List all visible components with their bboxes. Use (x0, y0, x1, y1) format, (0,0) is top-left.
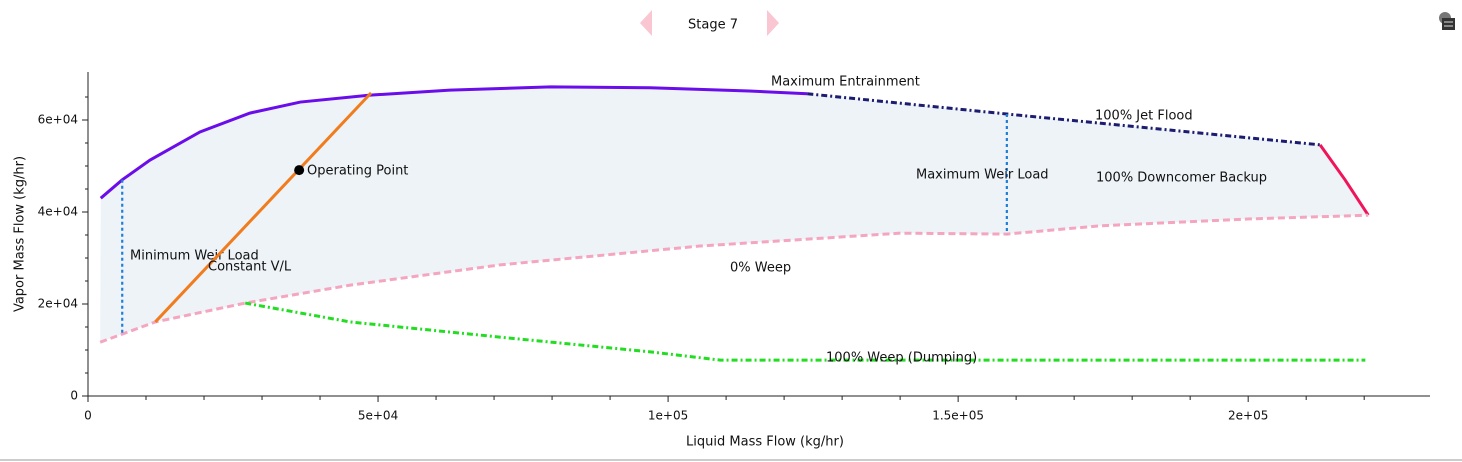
curve (99, 213, 1369, 344)
curve-label: 100% Downcomer Backup (1096, 171, 1267, 186)
y-axis-label: Vapor Mass Flow (kg/hr) (13, 156, 28, 312)
curve-label: Maximum Entrainment (771, 75, 920, 90)
curve-label: Minimum Weir Load (130, 249, 259, 264)
curve-label: 100% Jet Flood (1095, 109, 1193, 124)
y-tick-label: 6e+04 (38, 113, 78, 127)
x-tick-label: 2e+05 (1228, 409, 1268, 423)
curve-label: Constant V/L (208, 260, 292, 275)
prev-stage-button[interactable] (640, 10, 652, 36)
curve (244, 301, 1366, 362)
next-stage-button[interactable] (767, 10, 779, 36)
y-tick-label: 4e+04 (38, 205, 78, 219)
x-tick-label: 5e+04 (358, 409, 398, 423)
x-tick-label: 1e+05 (648, 409, 688, 423)
x-axis-label: Liquid Mass Flow (kg/hr) (686, 435, 844, 450)
x-tick-label: 1.5e+05 (932, 409, 984, 423)
operating-region (100, 86, 1369, 343)
y-tick-label: 0 (70, 389, 78, 403)
curve (154, 91, 373, 323)
curve-label: Maximum Weir Load (916, 168, 1049, 183)
curve-label: 0% Weep (730, 261, 791, 276)
operating-point (294, 165, 305, 176)
curve-label: 100% Weep (Dumping) (826, 351, 977, 366)
chart-title: Stage 7 (688, 18, 738, 33)
curve (1318, 143, 1370, 217)
settings-icon[interactable] (1439, 12, 1455, 30)
curve (99, 85, 808, 200)
x-tick-label: 0 (84, 409, 92, 423)
curve-label: Operating Point (307, 164, 408, 179)
y-tick-label: 2e+04 (38, 297, 78, 311)
